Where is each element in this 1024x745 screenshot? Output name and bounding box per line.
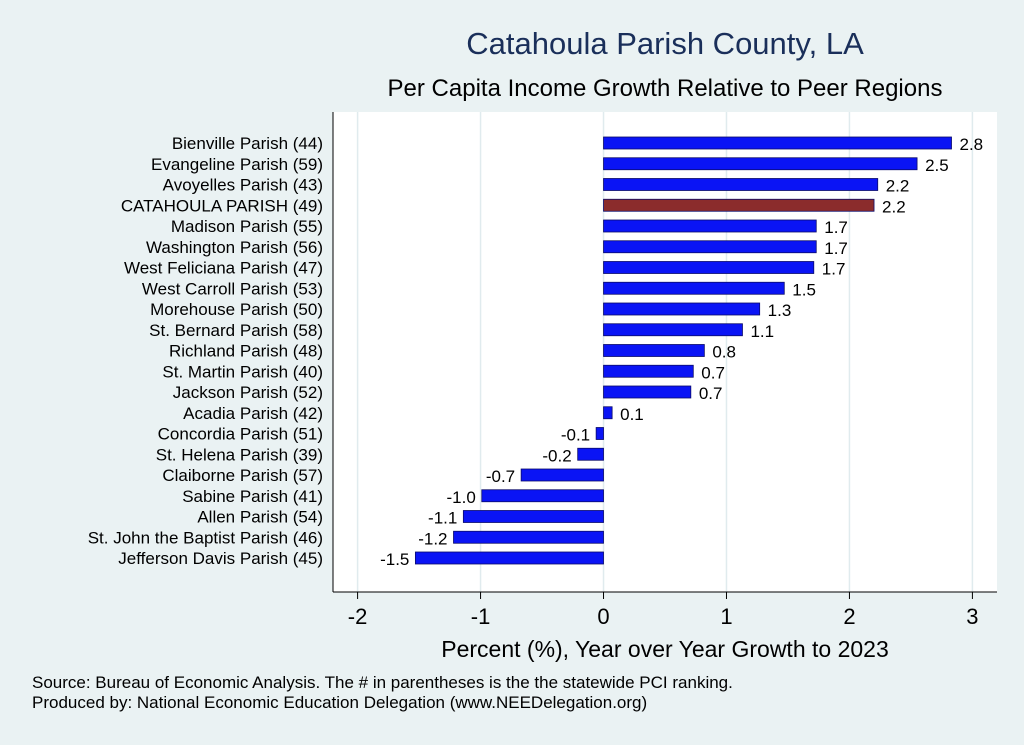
value-label: 1.5 (792, 280, 816, 299)
value-label: 0.8 (712, 343, 736, 362)
value-label: -1.2 (418, 529, 447, 548)
chart-footer: Source: Bureau of Economic Analysis. The… (32, 673, 733, 713)
category-label: Morehouse Parish (50) (150, 300, 323, 319)
value-label: 1.7 (822, 260, 846, 279)
bar (462, 510, 604, 523)
value-label: -0.1 (561, 426, 590, 445)
bar (603, 136, 952, 150)
value-label: 1.7 (824, 239, 848, 258)
value-label: -1.1 (428, 509, 457, 528)
bar (577, 447, 604, 461)
produced-by-note: Produced by: National Economic Education… (32, 693, 648, 712)
x-tick-label: 2 (843, 604, 855, 629)
bar (520, 468, 604, 482)
category-label: Concordia Parish (51) (158, 425, 323, 444)
category-label: Avoyelles Parish (43) (163, 176, 323, 195)
bar (603, 323, 743, 337)
x-tick-label: -2 (348, 604, 368, 629)
category-label: Sabine Parish (41) (182, 487, 323, 506)
x-tick-label: 0 (597, 604, 609, 629)
category-label: St. Helena Parish (39) (156, 445, 323, 464)
value-label: 0.1 (620, 405, 644, 424)
bar (603, 157, 918, 171)
value-label: 0.7 (699, 384, 723, 403)
value-label: -0.7 (486, 467, 515, 486)
value-label: 1.3 (768, 301, 792, 320)
bar (603, 406, 613, 420)
category-label: Jefferson Davis Parish (45) (118, 549, 323, 568)
value-label: -1.0 (446, 488, 475, 507)
category-label: St. John the Baptist Parish (46) (88, 528, 323, 547)
category-label: Allen Parish (54) (197, 508, 323, 527)
category-label: St. Martin Parish (40) (162, 362, 323, 381)
value-label: 0.7 (701, 363, 725, 382)
bar (481, 489, 604, 503)
bar (603, 240, 817, 254)
category-label: Washington Parish (56) (146, 238, 323, 257)
category-label: Evangeline Parish (59) (151, 155, 323, 174)
value-label: 1.1 (750, 322, 774, 341)
value-label: 1.7 (824, 218, 848, 237)
x-tick-label: -1 (471, 604, 491, 629)
chart-subtitle: Per Capita Income Growth Relative to Pee… (387, 75, 943, 102)
value-label: 2.2 (882, 197, 906, 216)
value-label: 2.5 (925, 156, 949, 175)
bar (603, 344, 705, 357)
bar (453, 530, 604, 544)
value-label: -0.2 (542, 446, 571, 465)
category-label: West Feliciana Parish (47) (124, 259, 323, 278)
category-label: Jackson Parish (52) (173, 383, 323, 402)
bar (595, 427, 604, 440)
x-tick-label: 3 (966, 604, 978, 629)
bar (603, 302, 761, 316)
chart-title: Catahoula Parish County, LA (466, 26, 864, 61)
category-label: Claiborne Parish (57) (162, 466, 323, 485)
bar (603, 178, 879, 191)
bar (603, 364, 694, 378)
x-axis-title: Percent (%), Year over Year Growth to 20… (441, 636, 889, 662)
bar (603, 198, 875, 212)
bar (603, 281, 785, 295)
category-label: Bienville Parish (44) (172, 134, 323, 153)
category-label: CATAHOULA PARISH (49) (121, 196, 323, 215)
category-label: Acadia Parish (42) (183, 404, 323, 423)
x-tick-label: 1 (720, 604, 732, 629)
category-label: St. Bernard Parish (58) (149, 321, 323, 340)
value-label: 2.8 (960, 135, 984, 154)
bar (414, 551, 604, 565)
bar (603, 385, 692, 399)
value-label: -1.5 (380, 550, 409, 569)
source-note: Source: Bureau of Economic Analysis. The… (32, 673, 733, 692)
category-label: West Carroll Parish (53) (142, 279, 323, 298)
category-label: Madison Parish (55) (171, 217, 323, 236)
bar (603, 219, 817, 233)
value-label: 2.2 (886, 177, 910, 196)
bar (603, 261, 815, 274)
category-label: Richland Parish (48) (169, 342, 323, 361)
